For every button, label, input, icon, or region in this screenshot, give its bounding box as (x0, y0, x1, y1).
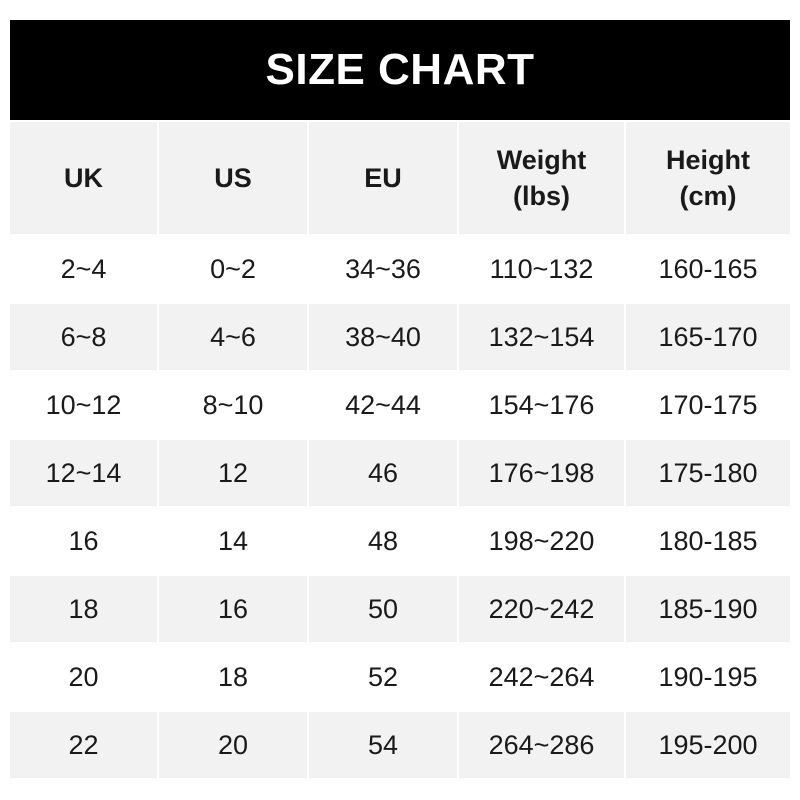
table-cell: 185-190 (626, 576, 790, 642)
table-row: 16 14 48 198~220 180-185 (10, 508, 790, 574)
column-header-line: Weight (496, 145, 587, 175)
table-cell: 22 (10, 712, 157, 778)
table-cell: 20 (68, 661, 99, 692)
table-row: 12~14 12 46 176~198 175-180 (10, 440, 790, 506)
table-cell: 16 (68, 525, 99, 556)
table-cell: 48 (367, 525, 399, 556)
column-header-line: UK (64, 163, 103, 193)
column-header: Weight (lbs) (459, 122, 624, 234)
table-cell: 46 (309, 440, 457, 506)
size-chart-title: SIZE CHART (10, 20, 790, 120)
column-header-line: US (214, 163, 252, 193)
table-cell: 2~4 (60, 253, 107, 284)
table-cell: 4~6 (159, 304, 307, 370)
table-cell: 110~132 (489, 253, 594, 284)
table-cell: 220~242 (459, 576, 624, 642)
table-cell: 154~176 (488, 389, 595, 420)
table-cell: 18 (10, 576, 157, 642)
table-cell: 132~154 (459, 304, 624, 370)
table-cell: 8~10 (202, 389, 264, 420)
column-header-line: Height (666, 145, 750, 175)
table-cell: 52 (367, 661, 399, 692)
column-header: UK (10, 122, 157, 234)
table-cell: 165-170 (626, 304, 790, 370)
table-cell: 6~8 (10, 304, 157, 370)
table-cell: 198~220 (488, 525, 595, 556)
table-cell: 160-165 (658, 253, 758, 284)
table-cell: 18 (217, 661, 249, 692)
table-cell: 20 (159, 712, 307, 778)
table-cell: 175-180 (626, 440, 790, 506)
column-header-unit: (cm) (679, 181, 737, 211)
table-cell: 16 (159, 576, 307, 642)
column-header: US (159, 122, 307, 234)
table-cell: 242~264 (488, 661, 595, 692)
table-row: 2~4 0~2 34~36 110~132 160-165 (10, 236, 790, 302)
table-row: 10~12 8~10 42~44 154~176 170-175 (10, 372, 790, 438)
table-cell: 38~40 (309, 304, 457, 370)
table-cell: 54 (309, 712, 457, 778)
table-row: 18 16 50 220~242 185-190 (10, 576, 790, 642)
table-row: 20 18 52 242~264 190-195 (10, 644, 790, 710)
table-cell: 12~14 (10, 440, 157, 506)
table-cell: 42~44 (345, 389, 421, 420)
column-header-line: EU (364, 163, 402, 193)
table-cell: 195-200 (626, 712, 790, 778)
header-row: UK US EU Weight (lbs) Height (cm) (10, 122, 790, 234)
table-cell: 180-185 (658, 525, 758, 556)
table-cell: 190-195 (658, 661, 758, 692)
table-cell: 176~198 (459, 440, 624, 506)
table-cell: 264~286 (459, 712, 624, 778)
table-cell: 0~2 (210, 253, 256, 284)
size-chart-table: UK US EU Weight (lbs) Height (cm) 2~4 0~2 34~36 1… (8, 120, 792, 780)
table-row: 22 20 54 264~286 195-200 (10, 712, 790, 778)
table-cell: 14 (217, 525, 249, 556)
table-cell: 12 (159, 440, 307, 506)
column-header: Height (cm) (626, 122, 790, 234)
table-cell: 170-175 (658, 389, 758, 420)
column-header: EU (309, 122, 457, 234)
table-cell: 50 (309, 576, 457, 642)
table-row: 6~8 4~6 38~40 132~154 165-170 (10, 304, 790, 370)
column-header-unit: (lbs) (513, 181, 570, 211)
table-cell: 10~12 (45, 389, 122, 420)
table-cell: 34~36 (345, 253, 421, 284)
